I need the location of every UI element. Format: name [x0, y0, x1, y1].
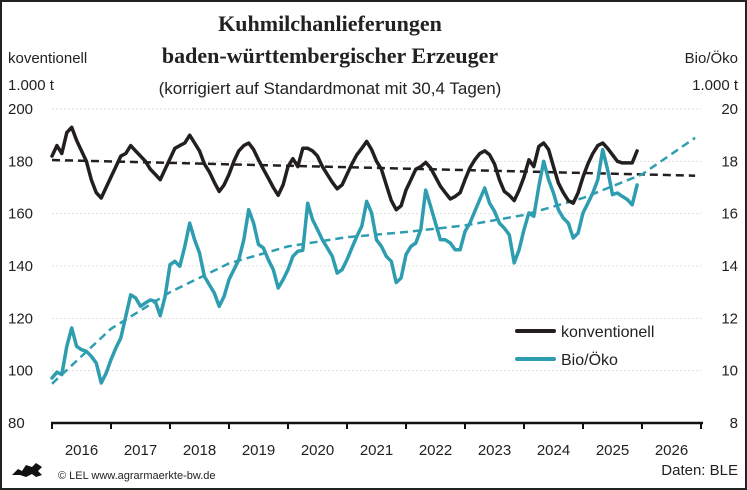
- left-tick-label: 80: [8, 415, 25, 432]
- series-line-bio: [50, 147, 639, 385]
- x-tick-label: 2022: [419, 442, 452, 459]
- left-tick-label: 100: [8, 363, 33, 380]
- left-axis-unit: 1.000 t: [8, 77, 55, 94]
- right-tick-label: 16: [721, 206, 738, 223]
- left-tick-label: 180: [8, 153, 33, 170]
- x-tick-label: 2023: [478, 442, 511, 459]
- right-tick-label: 8: [730, 415, 738, 432]
- x-tick-label: 2021: [360, 442, 393, 459]
- legend-label-konventionell: konventionell: [561, 324, 654, 341]
- legend-label-bio: Bio/Öko: [561, 351, 618, 369]
- right-axis-series-label: Bio/Öko: [685, 49, 738, 67]
- right-tick-label: 18: [721, 153, 738, 170]
- x-tick-label: 2017: [124, 442, 157, 459]
- lion-logo-icon: [12, 463, 42, 477]
- chart-title: Kuhmilchanlieferungen: [218, 11, 442, 36]
- x-tick-label: 2019: [242, 442, 275, 459]
- left-tick-label: 120: [8, 310, 33, 327]
- right-tick-label: 12: [721, 310, 738, 327]
- x-tick-label: 2016: [65, 442, 98, 459]
- x-tick-label: 2024: [537, 442, 570, 459]
- chart-subtitle: (korrigiert auf Standardmonat mit 30,4 T…: [159, 79, 502, 98]
- left-tick-label: 160: [8, 206, 33, 223]
- right-tick-label: 14: [721, 258, 738, 275]
- footer-copyright: © LEL www.agrarmaerkte-bw.de: [58, 470, 216, 482]
- left-tick-label: 200: [8, 101, 33, 118]
- left-axis-series-label: koventionell: [8, 50, 87, 67]
- right-tick-label: 20: [721, 101, 738, 118]
- trend-line-konventionell: [51, 158, 696, 177]
- x-tick-label: 2018: [183, 442, 216, 459]
- x-tick-label: 2025: [596, 442, 629, 459]
- chart-title-line2: baden-württembergischer Erzeuger: [162, 43, 498, 68]
- right-tick-label: 10: [721, 363, 738, 380]
- x-tick-label: 2020: [301, 442, 334, 459]
- series-line-konventionell: [50, 125, 639, 212]
- footer-source: Daten: BLE: [661, 462, 738, 479]
- x-tick-label: 2026: [655, 442, 688, 459]
- right-axis-unit: 1.000 t: [692, 77, 739, 94]
- left-tick-label: 140: [8, 258, 33, 275]
- legend: konventionell Bio/Öko: [515, 324, 654, 369]
